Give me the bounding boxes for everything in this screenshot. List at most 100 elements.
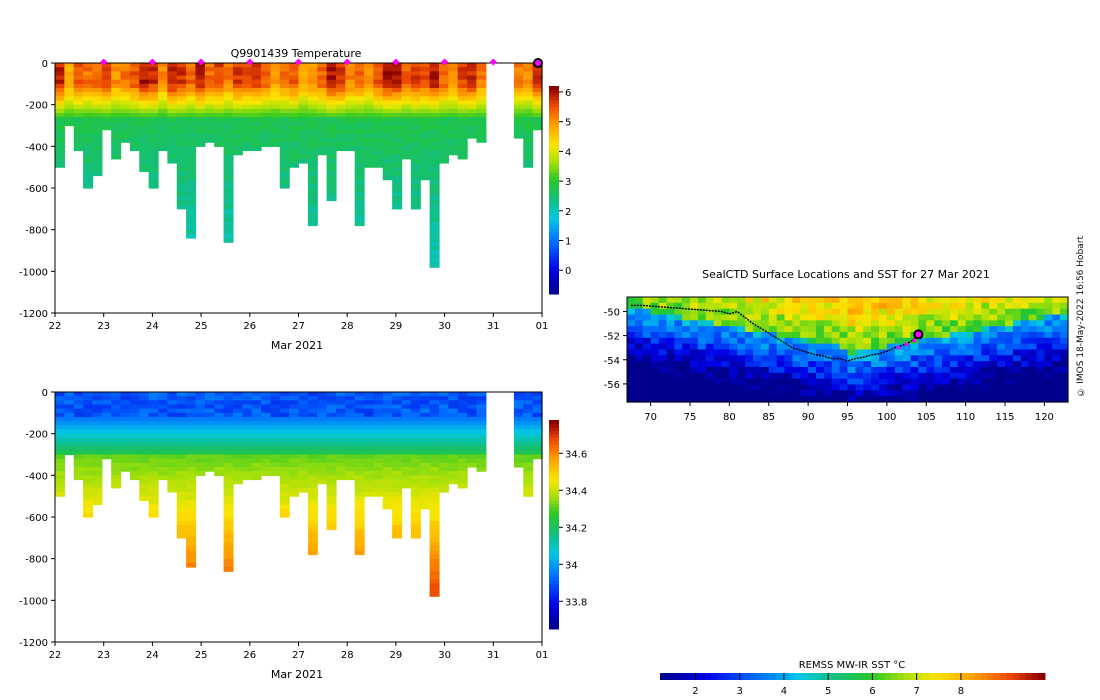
salinity-cell — [467, 396, 478, 401]
salinity-cell — [382, 396, 393, 401]
temperature-cell — [354, 75, 365, 81]
salinity-cell — [139, 404, 150, 410]
colorbar-swatch — [968, 673, 975, 680]
salinity-cell — [176, 454, 187, 460]
salinity-cell — [223, 521, 234, 526]
x-tick-label: 26 — [243, 650, 256, 661]
sst-cell — [1036, 320, 1045, 327]
temperature-cell — [148, 100, 159, 106]
salinity-cell — [364, 467, 375, 472]
sst-cell — [918, 314, 927, 321]
salinity-cell — [251, 454, 262, 460]
salinity-cell — [232, 396, 243, 401]
salinity-cell — [392, 483, 403, 489]
sst-cell — [745, 314, 754, 321]
sst-cell — [847, 367, 856, 374]
salinity-cell — [410, 446, 421, 451]
temperature-cell — [73, 129, 84, 135]
sst-cell — [697, 396, 707, 403]
sst-cell — [879, 326, 888, 333]
sst-cell — [894, 355, 904, 362]
salinity-cell — [307, 542, 318, 547]
salinity-cell — [326, 425, 337, 431]
salinity-cell — [345, 454, 356, 460]
salinity-cell — [176, 458, 187, 464]
sst-cell — [957, 361, 967, 368]
salinity-cell — [279, 512, 290, 518]
salinity-cell — [307, 458, 318, 464]
salinity-cell — [92, 475, 103, 481]
temperature-cell — [64, 71, 75, 77]
colorbar-swatch — [549, 259, 559, 264]
salinity-cell — [195, 400, 206, 406]
salinity-cell — [223, 533, 234, 539]
temperature-cell — [401, 133, 412, 139]
temperature-cell — [129, 129, 140, 135]
temperature-cell — [204, 129, 215, 135]
temperature-cell — [73, 113, 84, 118]
salinity-cell — [73, 450, 84, 456]
temperature-cell — [158, 83, 168, 89]
temperature-cell — [101, 83, 112, 89]
sst-cell — [918, 355, 927, 362]
sst-cell — [682, 302, 691, 310]
sst-cell — [957, 302, 967, 310]
salinity-cell — [251, 421, 262, 426]
sst-cell — [721, 372, 730, 380]
temperature-cell — [139, 117, 150, 122]
temperature-cell — [326, 67, 337, 72]
salinity-cell — [354, 425, 365, 431]
salinity-cell — [420, 458, 431, 464]
temperature-cell — [448, 67, 459, 72]
salinity-cell — [279, 454, 290, 460]
salinity-cell — [448, 446, 459, 451]
colorbar-swatch — [549, 461, 559, 466]
colorbar-tick-label: 34 — [565, 560, 578, 571]
temperature-cell — [167, 158, 178, 164]
temperature-cell — [420, 171, 431, 177]
temperature-cell — [139, 113, 150, 118]
temperature-cell — [55, 163, 65, 168]
colorbar-swatch — [942, 673, 950, 680]
sst-cell — [879, 332, 888, 339]
temperature-cell — [186, 125, 197, 131]
salinity-cell — [392, 404, 403, 410]
temperature-cell — [307, 150, 318, 156]
temperature-cell — [438, 125, 449, 131]
temperature-cell — [223, 196, 234, 202]
salinity-cell — [382, 446, 393, 451]
sst-cell — [886, 390, 896, 397]
temperature-cell — [298, 138, 309, 143]
temperature-cell — [401, 96, 412, 102]
colorbar-swatch — [549, 266, 559, 271]
sst-cell — [729, 332, 738, 339]
temperature-cell — [83, 88, 94, 93]
salinity-cell — [298, 458, 309, 464]
salinity-cell — [167, 442, 178, 447]
temperature-cell — [195, 92, 206, 97]
temperature-cell — [148, 158, 159, 164]
temperature-cell — [392, 96, 403, 102]
x-tick-label: 01 — [536, 321, 549, 332]
temperature-cell — [120, 92, 131, 97]
temperature-cell — [270, 133, 281, 139]
temperature-cell — [64, 88, 75, 93]
salinity-cell — [148, 425, 159, 431]
salinity-cell — [467, 421, 478, 426]
salinity-cell — [354, 437, 365, 443]
temperature-cell — [101, 113, 112, 118]
salinity-cell — [148, 496, 159, 501]
salinity-cell — [382, 492, 393, 497]
temperature-cell — [158, 138, 168, 143]
temperature-cell — [251, 129, 262, 135]
salinity-cell — [410, 392, 421, 397]
temperature-cell — [420, 125, 431, 131]
temperature-cell — [176, 117, 187, 122]
salinity-cell — [223, 417, 234, 422]
salinity-cell — [392, 433, 403, 439]
salinity-profile — [73, 392, 84, 481]
temperature-cell — [513, 113, 524, 118]
sst-cell — [1052, 320, 1061, 327]
sst-cell — [1044, 337, 1053, 345]
salinity-cell — [186, 408, 197, 414]
